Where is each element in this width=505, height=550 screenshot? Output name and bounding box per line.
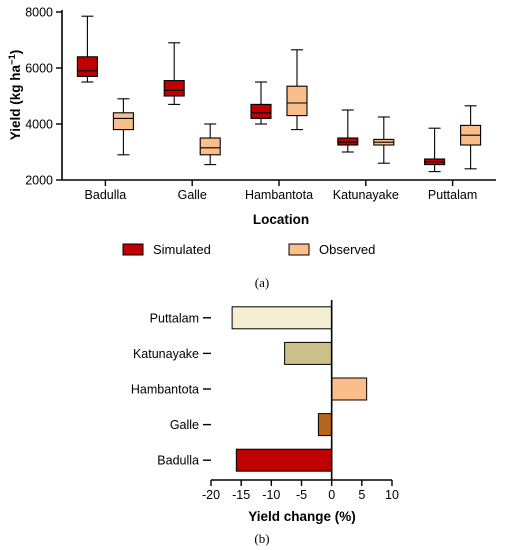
legend-label-observed: Observed bbox=[319, 242, 375, 257]
iqr-box bbox=[199, 137, 221, 156]
iqr-box bbox=[112, 112, 134, 131]
bar-katunayake bbox=[284, 341, 333, 365]
category-label: Badulla bbox=[157, 454, 199, 468]
legend-label-simulated: Simulated bbox=[153, 242, 211, 257]
box-plot-y-axis-title: Yield (kg ha−1) bbox=[7, 50, 24, 141]
x-tick-label: 10 bbox=[385, 488, 399, 502]
box-plot-legend: Simulated Observed bbox=[122, 242, 375, 257]
x-tick-label: Katunayake bbox=[333, 188, 399, 202]
box-plot-area bbox=[76, 15, 482, 173]
box-simulated-badulla bbox=[76, 15, 98, 83]
box-plot-panel-label: (a) bbox=[255, 275, 269, 290]
iqr-box bbox=[286, 85, 308, 117]
box-simulated-galle bbox=[163, 42, 185, 105]
x-tick-label: Puttalam bbox=[428, 188, 477, 202]
bar-chart-bars bbox=[231, 306, 368, 472]
bar-chart-panel: Puttalam Katunayake Hambantota Galle Badulla… bbox=[131, 300, 399, 546]
box-observed-galle bbox=[199, 123, 221, 166]
box-simulated-katunayake bbox=[337, 109, 359, 153]
x-tick-label: -5 bbox=[296, 488, 307, 502]
x-tick-label: -15 bbox=[232, 488, 250, 502]
box-observed-badulla bbox=[112, 98, 134, 156]
category-label: Galle bbox=[170, 418, 199, 432]
legend-swatch-observed bbox=[288, 243, 310, 256]
x-tick-label: -20 bbox=[202, 488, 220, 502]
bar-galle bbox=[317, 413, 333, 437]
x-tick-label: 0 bbox=[328, 488, 335, 502]
box-simulated-hambantota bbox=[250, 81, 272, 125]
box-plot-y-ticks: 2000 4000 6000 8000 bbox=[25, 6, 62, 188]
box-plot-x-ticks: Badulla Galle Hambantota Katunayake Puttalam bbox=[85, 180, 477, 202]
iqr-box bbox=[163, 80, 185, 97]
iqr-box bbox=[337, 137, 359, 146]
box-observed-hambantota bbox=[286, 49, 308, 131]
legend-swatch-simulated bbox=[122, 243, 144, 256]
iqr-box bbox=[250, 103, 272, 119]
category-label: Puttalam bbox=[150, 311, 199, 325]
bar-hambantota bbox=[331, 377, 368, 401]
x-tick-label: Galle bbox=[178, 188, 207, 202]
bar-chart-x-axis-title: Yield change (%) bbox=[248, 509, 356, 524]
bar-chart-panel-label: (b) bbox=[254, 531, 269, 546]
box-observed-puttalam bbox=[460, 105, 482, 170]
category-label: Katunayake bbox=[133, 347, 199, 361]
box-plot-x-axis-title: Location bbox=[253, 212, 309, 227]
box-observed-katunayake bbox=[373, 116, 395, 164]
bar-chart-x-ticks: -20 -15 -10 -5 0 5 10 bbox=[202, 480, 399, 502]
x-tick-label: Badulla bbox=[85, 188, 127, 202]
x-tick-label: -10 bbox=[262, 488, 280, 502]
iqr-box bbox=[76, 56, 98, 77]
x-tick-label: 5 bbox=[358, 488, 365, 502]
box-simulated-puttalam bbox=[424, 127, 446, 173]
bar-puttalam bbox=[231, 306, 333, 330]
bar-badulla bbox=[235, 448, 333, 472]
y-tick-label: 6000 bbox=[25, 62, 53, 76]
y-tick-label: 2000 bbox=[25, 174, 53, 188]
y-tick-label: 4000 bbox=[25, 118, 53, 132]
category-label: Hambantota bbox=[131, 383, 199, 397]
bar-chart-category-ticks: Puttalam Katunayake Hambantota Galle Badulla bbox=[131, 311, 211, 468]
box-plot-panel: 2000 4000 6000 8000 Badulla Galle Hambantota K… bbox=[7, 6, 496, 290]
x-tick-label: Hambantota bbox=[245, 188, 313, 202]
y-tick-label: 8000 bbox=[25, 6, 53, 20]
